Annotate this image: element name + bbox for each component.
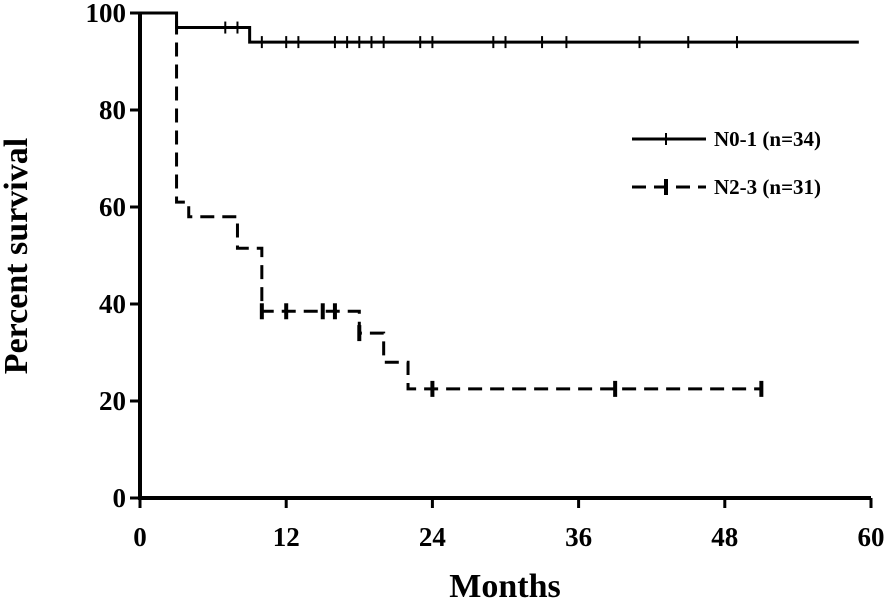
x-axis-title: Months (449, 568, 560, 605)
series-line-0 (140, 11, 859, 44)
legend-label-0: N0-1 (n=34) (714, 127, 821, 151)
y-tick-label: 100 (86, 0, 127, 28)
y-tick-label: 60 (99, 192, 126, 222)
series-line-1 (140, 11, 762, 391)
x-tick-label: 12 (273, 522, 300, 552)
x-tick-label: 0 (133, 522, 147, 552)
ticks (130, 11, 873, 508)
x-tick-label: 24 (419, 522, 446, 552)
y-tick-label: 20 (99, 386, 126, 416)
series-layer (140, 11, 859, 397)
x-tick-label: 36 (565, 522, 592, 552)
y-axis-title: Percent survival (0, 138, 35, 374)
axes (138, 13, 871, 500)
legend-label-1: N2-3 (n=31) (714, 175, 821, 199)
y-tick-label: 40 (99, 289, 126, 319)
tick-labels: 0 12 24 36 48 60 0 20 40 60 80 100 (86, 0, 885, 552)
legend: N0-1 (n=34) N2-3 (n=31) (632, 127, 821, 199)
x-tick-label: 60 (858, 522, 885, 552)
x-tick-label: 48 (711, 522, 738, 552)
y-tick-label: 80 (99, 95, 126, 125)
y-tick-label: 0 (113, 483, 127, 513)
